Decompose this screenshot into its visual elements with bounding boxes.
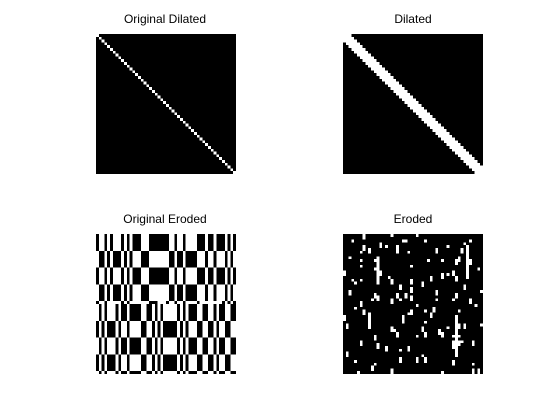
binary-image-original-eroded [96,234,236,374]
binary-image-eroded [343,234,483,374]
subplot-title-original-eroded: Original Eroded [123,212,207,226]
subplot-title-dilated: Dilated [394,12,432,26]
subplot-title-original-dilated: Original Dilated [123,12,207,26]
subplot-title-eroded: Eroded [393,212,433,226]
binary-image-dilated [343,34,483,174]
binary-image-original-dilated [96,34,236,174]
